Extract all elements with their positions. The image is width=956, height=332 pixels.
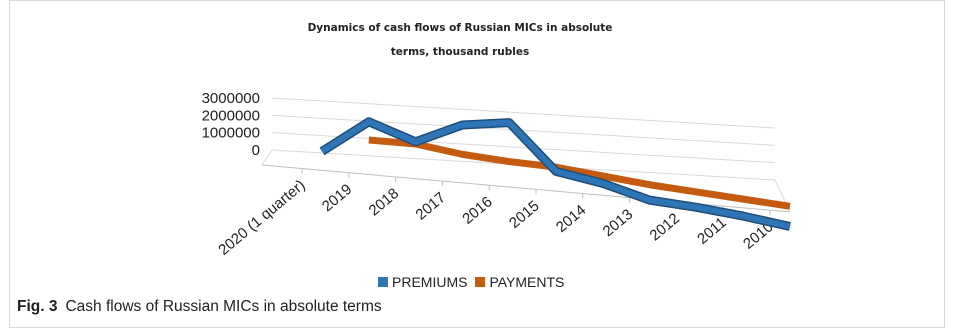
series-line-premiums [320,118,791,230]
gridline [271,97,776,129]
y-tick-label: 3000000 [202,90,260,107]
floor-edge-left [261,149,273,166]
x-tick-label: 2020 (1 quarter) [215,177,308,259]
legend-swatch-payments [475,277,486,287]
legend: PREMIUMS PAYMENTS [378,274,564,290]
y-tick-label: 1000000 [202,125,260,142]
x-tick-label: 2015 [506,197,542,231]
y-tick-label: 0 [252,142,260,159]
x-tick-label: 2019 [319,181,355,215]
y-tick-label: 2000000 [202,107,260,124]
x-tick-label: 2012 [646,210,682,244]
chart-title-line2: terms, thousand rubles [390,46,530,58]
x-tick-label: 2011 [694,214,730,248]
x-tick-label: 2013 [600,206,636,240]
x-tick-label: 2017 [412,189,448,223]
legend-item-payments: PAYMENTS [475,274,564,290]
legend-label-premiums: PREMIUMS [392,274,468,290]
x-tick-label: 2014 [553,202,589,236]
figure-caption: Fig. 3 Cash flows of Russian MICs in abso… [17,298,382,316]
chart-title: Dynamics of cash flows of Russian MICs i… [307,22,613,34]
figure-caption-text: Cash flows of Russian MICs in absolute t… [65,298,382,315]
series-line-payments [368,136,791,210]
legend-swatch-premiums [378,277,388,287]
x-tick-label: 2016 [459,193,495,227]
figure-label: Fig. 3 [17,298,58,315]
gridline [271,132,776,164]
legend-label-payments: PAYMENTS [489,274,565,290]
gridline [271,114,776,146]
figure-frame [9,0,945,328]
legend-item-premiums: PREMIUMS [378,274,467,290]
x-tick-label: 2018 [366,185,402,219]
